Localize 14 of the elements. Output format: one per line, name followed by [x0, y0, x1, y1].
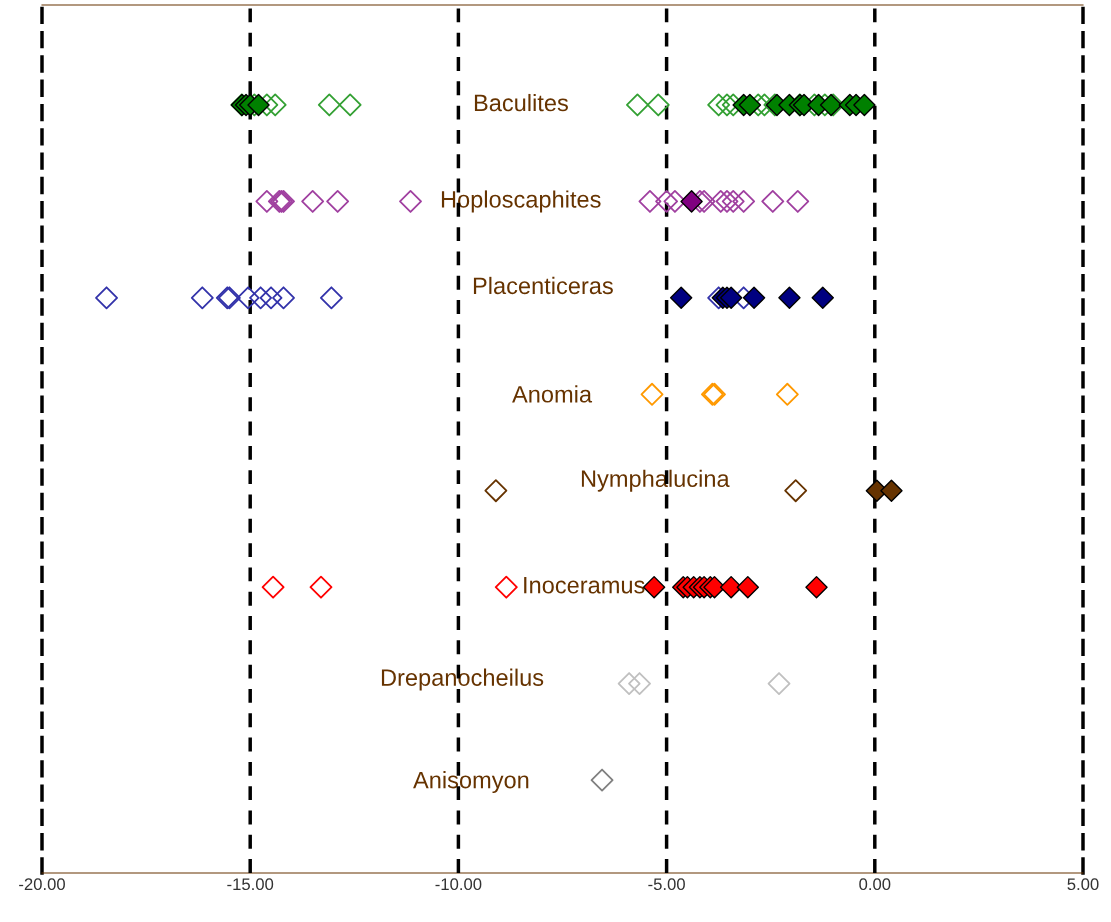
x-tick-label: -10.00: [435, 878, 482, 891]
y-tick-label: Placenticeras: [473, 276, 613, 295]
y-tick-label: Baculites: [474, 93, 568, 112]
y-tick-label: Nymphalucina: [581, 469, 730, 492]
y-tick-label: Drepanocheilus: [381, 668, 544, 691]
x-tick-label: -15.00: [227, 878, 274, 891]
x-tick-label: 0.00: [859, 878, 891, 891]
y-tick-label: Inoceramus: [524, 577, 645, 594]
x-tick-label: -5.00: [648, 878, 685, 891]
y-tick-label: Anomia: [512, 385, 593, 403]
y-tick-label: Hoploscaphites: [441, 190, 601, 213]
x-tick-label: -20.00: [19, 878, 65, 891]
y-tick-label: Anisomyon: [413, 771, 529, 794]
x-tick-label: 5.00: [1067, 878, 1099, 891]
